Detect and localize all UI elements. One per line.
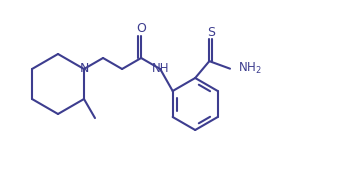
Text: NH$_2$: NH$_2$ — [238, 61, 262, 76]
Text: NH: NH — [151, 63, 169, 75]
Text: S: S — [207, 26, 215, 39]
Text: O: O — [136, 22, 146, 36]
Text: N: N — [79, 63, 89, 75]
